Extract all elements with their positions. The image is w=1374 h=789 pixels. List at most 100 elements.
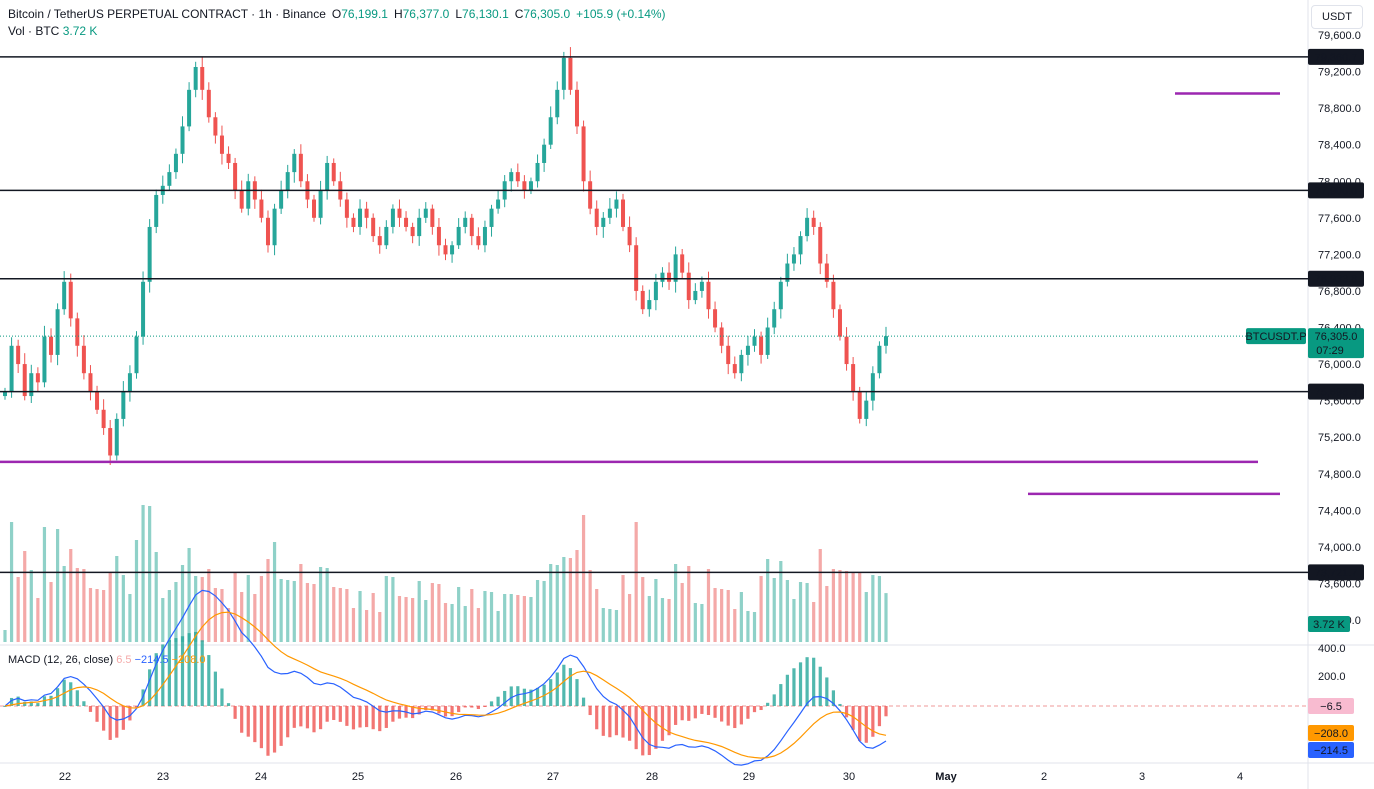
macd-histogram-bar	[812, 657, 816, 706]
volume-bar	[818, 549, 822, 642]
macd-histogram-bar	[581, 697, 586, 706]
macd-histogram-bar	[200, 640, 204, 706]
candle-body	[75, 318, 80, 346]
volume-bar	[272, 542, 277, 642]
symbol-title[interactable]: Bitcoin / TetherUS PERPETUAL CONTRACT · …	[8, 7, 326, 21]
candle-body	[246, 181, 251, 209]
macd-histogram-bar	[365, 706, 369, 728]
volume-bar	[825, 586, 829, 642]
macd-histogram-bar	[641, 706, 645, 756]
volume-bar	[864, 592, 868, 642]
macd-histogram-bar	[555, 672, 559, 706]
volume-bar	[733, 609, 737, 642]
volume-bar	[660, 598, 665, 642]
volume-bar	[706, 569, 711, 642]
macd-histogram-bar	[844, 706, 849, 718]
volume-bar	[226, 608, 231, 642]
volume-bar	[108, 573, 112, 642]
volume-bar	[805, 583, 809, 642]
volume-badge	[1308, 616, 1350, 632]
volume-bar	[292, 581, 296, 642]
macd-signal-line	[4, 611, 887, 759]
macd-histogram-bar	[279, 706, 283, 746]
volume-bar	[42, 527, 47, 642]
level-price-badge	[1308, 383, 1364, 400]
time-tick-label: 27	[547, 771, 559, 783]
macd-histogram-bar	[128, 706, 132, 721]
macd-histogram-bar	[49, 695, 53, 706]
macd-histogram-bar	[516, 686, 520, 706]
macd-histogram-bar	[148, 669, 152, 706]
macd-histogram-bar	[345, 706, 349, 726]
candle-body	[653, 281, 658, 301]
level-price-label: 77,900.0	[1315, 185, 1358, 197]
candle-body	[68, 281, 73, 319]
macd-histogram-bar	[443, 706, 448, 717]
volume-bar	[397, 596, 402, 642]
macd-line-value: −214.5	[134, 654, 169, 666]
macd-histogram-bar	[792, 668, 796, 706]
volume-bar	[746, 611, 750, 642]
macd-histogram-bar	[23, 701, 27, 706]
macd-histogram-bar	[608, 706, 612, 738]
level-price-label: 75,698.3	[1315, 387, 1358, 399]
volume-bar	[69, 549, 73, 642]
candle-body	[29, 373, 34, 397]
last-price-badge	[1308, 328, 1364, 359]
candle-body	[371, 217, 376, 237]
currency-unit-button[interactable]: USDT	[1311, 5, 1363, 29]
candle-body	[219, 135, 224, 154]
candle-body	[450, 245, 455, 255]
macd-histogram-bar	[351, 706, 356, 730]
volume-bar	[332, 587, 336, 642]
macd-histogram-bar	[851, 706, 855, 730]
candle-body	[16, 345, 21, 365]
macd-histogram-bar	[332, 706, 336, 720]
volume-bar	[404, 597, 408, 642]
macd-histogram-bar	[693, 706, 697, 719]
price-tick-label: 79,200.0	[1318, 67, 1361, 79]
price-tick-label: 76,000.0	[1318, 359, 1361, 371]
open-value: 76,199.1	[341, 7, 388, 21]
volume-bar	[667, 599, 671, 642]
macd-histogram-bar	[384, 706, 388, 728]
candle-body	[62, 281, 67, 310]
macd-histogram-bar	[397, 706, 402, 719]
volume-bar	[167, 590, 171, 642]
candle-body	[844, 336, 849, 365]
volume-bar	[779, 561, 783, 642]
macd-histogram-bar	[831, 690, 836, 706]
macd-histogram-bar	[69, 682, 73, 706]
macd-histogram-bar	[503, 690, 507, 706]
macd-histogram-bar	[95, 706, 99, 722]
macd-histogram-bar	[174, 638, 178, 706]
price-tick-label: 77,200.0	[1318, 249, 1361, 261]
candle-body	[206, 89, 211, 118]
candle-body	[22, 364, 27, 397]
macd-histogram-bar	[627, 706, 632, 741]
candle-body	[351, 217, 356, 227]
candle-body	[193, 66, 198, 90]
candle-body	[81, 345, 86, 374]
volume-bar	[509, 594, 513, 642]
macd-histogram-bar	[647, 706, 651, 756]
volume-bar	[496, 611, 500, 642]
volume-bar	[759, 576, 763, 642]
volume-bar	[338, 588, 342, 642]
volume-bar	[884, 593, 888, 642]
candle-body	[568, 57, 573, 90]
macd-histogram-bar	[483, 706, 487, 707]
volume-bar	[141, 505, 145, 642]
candle-body	[292, 153, 297, 173]
price-tick-label: 74,400.0	[1318, 505, 1361, 517]
volume-bar	[463, 606, 467, 642]
macd-histogram-bar	[266, 706, 270, 756]
macd-label[interactable]: MACD (12, 26, close)	[8, 654, 114, 666]
price-tick-label: 78,800.0	[1318, 103, 1361, 115]
candle-body	[272, 208, 277, 246]
candle-body	[647, 300, 652, 310]
macd-histogram-bar	[207, 655, 211, 706]
candle-body	[3, 391, 7, 397]
candle-body	[417, 217, 422, 237]
